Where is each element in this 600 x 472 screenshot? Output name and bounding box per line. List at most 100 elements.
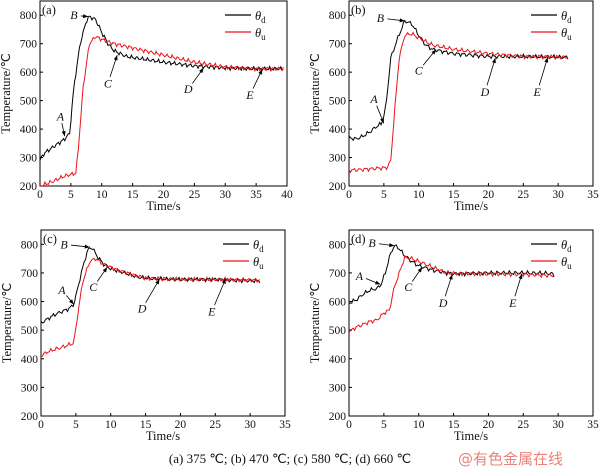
x-tick-label: 0 (346, 189, 352, 201)
arrowhead-icon (61, 130, 66, 137)
arrowhead-icon (155, 279, 160, 285)
x-tick-label: 20 (158, 189, 170, 201)
annotation-label-B: B (70, 8, 78, 22)
x-tick-label: 25 (210, 419, 222, 431)
annotation-label-A: A (369, 92, 378, 106)
chart-panel-d: 0 5 10 15 20 25 30 35 200 300 400 500 600 700 800 Time/… (308, 229, 599, 443)
y-tick-label: 700 (329, 268, 347, 280)
arrowhead-icon (69, 299, 74, 305)
arrowhead-icon (199, 67, 204, 74)
y-axis-label: Temperature/℃ (0, 283, 14, 364)
x-tick-label: 25 (518, 189, 530, 201)
x-tick-label: 5 (381, 189, 387, 201)
y-tick-label: 800 (329, 10, 347, 22)
annotation-label-C: C (404, 280, 413, 294)
x-tick-label: 35 (279, 419, 291, 431)
x-tick-label: 0 (346, 419, 352, 431)
arrowhead-icon (221, 278, 226, 285)
legend-label: θd (253, 238, 264, 254)
y-tick-label: 300 (329, 382, 347, 394)
x-tick-label: 5 (73, 419, 79, 431)
series-line-theta-d (40, 247, 261, 324)
plot-frame (348, 0, 594, 187)
x-tick-label: 25 (518, 419, 530, 431)
panel-label: (d) (351, 232, 366, 246)
annotation-label-E: E (207, 305, 216, 319)
legend-label: θu (255, 26, 266, 42)
y-tick-label: 400 (21, 354, 39, 366)
y-tick-label: 600 (20, 67, 38, 79)
annotation-label-E: E (533, 85, 542, 99)
arrowhead-icon (518, 273, 523, 280)
y-tick-label: 700 (329, 39, 347, 51)
annotation-label-C: C (415, 64, 424, 78)
x-axis-label: Time/s (454, 199, 488, 213)
annotation-label-B: B (368, 236, 376, 250)
x-tick-label: 15 (448, 189, 460, 201)
legend-label: θd (255, 9, 266, 25)
y-tick-label: 200 (329, 181, 347, 193)
annotation-label-B: B (60, 237, 68, 251)
y-tick-label: 300 (21, 382, 39, 394)
y-tick-label: 400 (20, 124, 38, 136)
annotation-label-C: C (89, 280, 98, 294)
x-axis-label: Time/s (146, 429, 180, 443)
annotation-label-A: A (57, 283, 66, 297)
annotation-label-D: D (183, 82, 193, 96)
y-tick-label: 600 (21, 297, 39, 309)
x-tick-label: 10 (105, 419, 117, 431)
x-tick-label: 10 (413, 419, 425, 431)
y-tick-label: 200 (329, 411, 347, 423)
x-tick-label: 10 (96, 189, 108, 201)
x-tick-label: 20 (483, 419, 495, 431)
arrowhead-icon (492, 57, 496, 64)
y-tick-label: 800 (329, 239, 347, 251)
y-tick-label: 500 (329, 325, 347, 337)
annotation-label-C: C (104, 77, 113, 91)
y-tick-label: 800 (20, 10, 38, 22)
y-tick-label: 400 (329, 124, 347, 136)
chart-panel-a: 0 5 10 15 20 25 30 35 40 200 300 400 500 600 700 800 Tim… (0, 0, 293, 213)
series-line-theta-u (39, 36, 284, 187)
chart-panel-c: 0 5 10 15 20 25 30 35 200 300 400 500 600 700 800 Time/… (0, 229, 291, 443)
chart-panel-b: 0 5 10 15 20 25 30 35 200 300 400 500 600 700 800 Time/… (308, 0, 599, 213)
y-tick-label: 500 (20, 96, 38, 108)
annotation-label-D: D (480, 85, 490, 99)
arrowhead-icon (84, 244, 90, 249)
x-tick-label: 20 (483, 189, 495, 201)
x-tick-label: 35 (587, 419, 599, 431)
annotation-label-A: A (355, 269, 364, 283)
x-tick-label: 5 (68, 189, 74, 201)
panel-label: (b) (351, 3, 366, 17)
annotation-label-E: E (245, 88, 254, 102)
y-tick-label: 300 (329, 153, 347, 165)
arrowhead-icon (380, 117, 384, 124)
arrowhead-icon (448, 274, 453, 280)
series-line-theta-u (40, 257, 261, 357)
x-tick-label: 35 (250, 189, 262, 201)
arrowhead-icon (399, 18, 405, 23)
y-axis-label: Temperature/℃ (0, 53, 13, 134)
panel-label: (a) (42, 3, 56, 17)
x-tick-label: 15 (140, 419, 152, 431)
x-tick-label: 35 (587, 189, 599, 201)
y-tick-label: 300 (20, 153, 38, 165)
y-tick-label: 800 (21, 239, 39, 251)
arrowhead-icon (258, 69, 263, 75)
annotation-label-A: A (56, 109, 65, 123)
arrowhead-icon (374, 280, 381, 285)
figure-caption: (a) 375 ℃; (b) 470 ℃; (c) 580 ℃; (d) 660… (169, 451, 411, 466)
arrowhead-icon (113, 55, 118, 61)
legend-label: θu (561, 26, 572, 42)
arrowhead-icon (389, 243, 395, 248)
y-tick-label: 500 (329, 96, 347, 108)
y-tick-label: 500 (21, 325, 39, 337)
arrowhead-icon (417, 267, 423, 273)
legend-label: θu (253, 255, 264, 271)
arrowhead-icon (102, 267, 108, 273)
x-tick-label: 25 (189, 189, 201, 201)
panel-label: (c) (43, 232, 57, 246)
y-tick-label: 700 (20, 39, 38, 51)
x-tick-label: 10 (413, 189, 425, 201)
arrowhead-icon (544, 57, 549, 63)
